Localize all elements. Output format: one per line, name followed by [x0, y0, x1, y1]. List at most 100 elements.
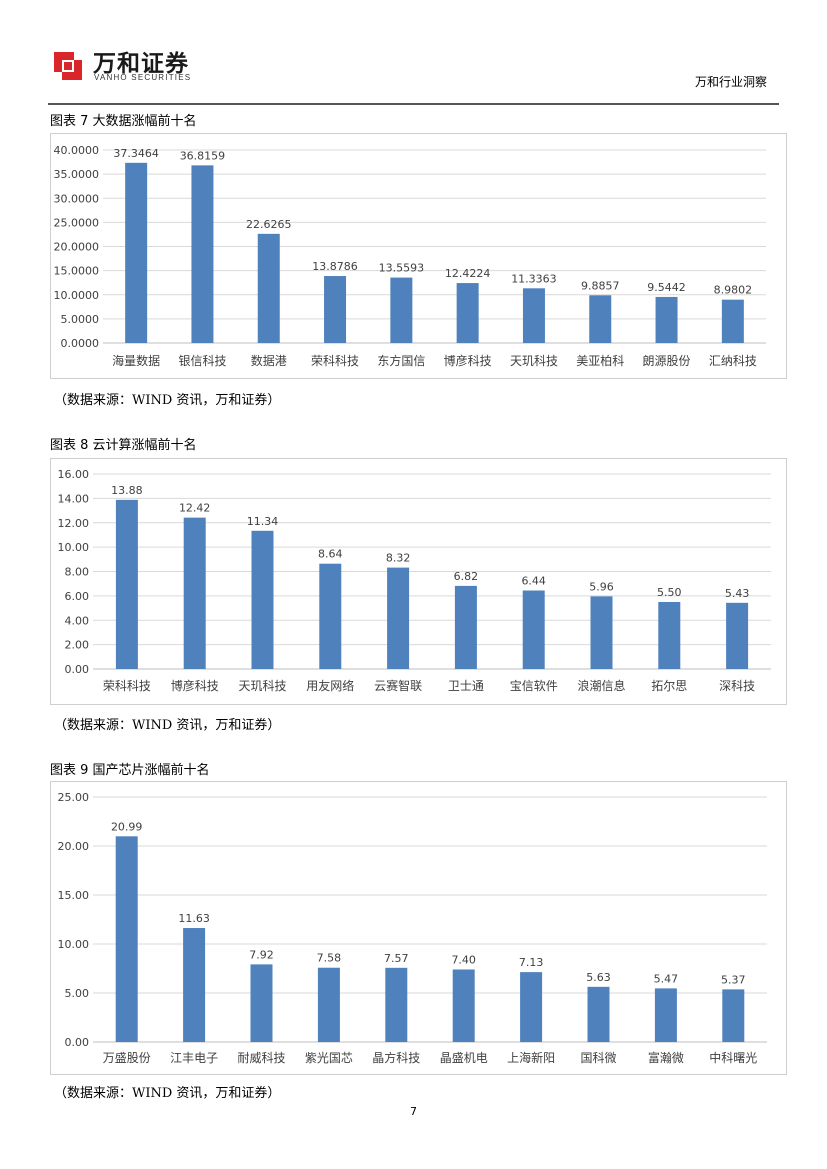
y-tick-label: 16.00 — [58, 468, 90, 481]
x-category-label: 浪潮信息 — [577, 678, 625, 693]
bar — [191, 165, 214, 343]
bar — [722, 989, 745, 1042]
data-label: 20.99 — [111, 820, 143, 833]
bar-chart-cloud-computing: 0.00 2.00 4.00 6.00 8.00 10.00 12.00 14.00 16.00… — [58, 468, 771, 693]
x-category-label: 万盛股份 — [103, 1050, 151, 1065]
x-category-label: 博彦科技 — [171, 678, 219, 693]
data-label: 7.58 — [317, 952, 342, 965]
figure-7-chart: 0.0000 5.0000 10.0000 15.0000 20.0000 25.0000… — [50, 133, 787, 379]
data-label: 11.63 — [178, 912, 210, 925]
x-category-label: 中科曙光 — [709, 1050, 757, 1065]
page-header: 万和证券 VANHO SECURITIES 万和行业洞察 — [0, 0, 827, 105]
figure-8-source: （数据来源：WIND 资讯，万和证券） — [54, 718, 281, 733]
y-tick-label: 5.00 — [65, 987, 90, 1000]
x-category-label: 东方国信 — [377, 353, 425, 368]
x-category-label: 紫光国芯 — [305, 1051, 353, 1065]
figure-9-chart: 0.00 5.00 10.00 15.00 20.00 25.00 20.99 万盛股份 11.… — [50, 781, 787, 1075]
y-tick-label: 25.0000 — [54, 216, 100, 229]
y-tick-label: 20.00 — [58, 840, 90, 853]
report-series-title: 万和行业洞察 — [694, 75, 767, 89]
data-label: 6.44 — [521, 575, 546, 588]
bar — [721, 299, 744, 343]
data-label: 6.82 — [454, 570, 479, 583]
x-category-label: 国科微 — [580, 1051, 616, 1065]
data-label: 5.96 — [589, 580, 614, 593]
bar — [520, 972, 543, 1042]
bar — [590, 596, 613, 669]
x-category-label: 天玑科技 — [510, 354, 558, 368]
figure-8-title: 图表 8 云计算涨幅前十名 — [50, 438, 197, 453]
bar — [452, 969, 475, 1042]
x-category-label: 海量数据 — [112, 353, 160, 368]
bar-chart-domestic-chips: 0.00 5.00 10.00 15.00 20.00 25.00 20.99 万盛股份 11.… — [58, 791, 767, 1065]
bar — [115, 836, 138, 1042]
bar — [454, 585, 477, 669]
data-label: 8.32 — [386, 552, 411, 565]
bar — [522, 590, 545, 669]
y-tick-label: 2.00 — [65, 639, 90, 652]
x-category-label: 晶盛机电 — [440, 1050, 488, 1065]
x-category-label: 数据港 — [251, 353, 287, 368]
y-tick-label: 14.00 — [58, 492, 90, 505]
data-label: 5.43 — [725, 587, 750, 600]
logo-text: 万和证券 — [93, 51, 189, 77]
y-tick-label: 20.0000 — [54, 241, 100, 254]
x-category-label: 荣科科技 — [311, 354, 359, 368]
x-category-label: 博彦科技 — [444, 353, 492, 368]
bar — [456, 283, 479, 343]
bar — [385, 967, 408, 1042]
data-label: 7.57 — [384, 952, 409, 965]
y-tick-label: 25.00 — [58, 791, 90, 804]
bar — [317, 967, 340, 1042]
x-category-label: 朗源股份 — [643, 354, 691, 368]
bar — [658, 601, 681, 669]
bar — [654, 988, 677, 1042]
data-label: 5.37 — [721, 973, 746, 986]
data-label: 5.63 — [586, 971, 611, 984]
data-label: 9.8857 — [581, 279, 620, 292]
figure-8-chart: 0.00 2.00 4.00 6.00 8.00 10.00 12.00 14.00 16.00… — [50, 458, 787, 705]
y-tick-label: 0.00 — [65, 1036, 90, 1049]
x-category-label: 晶方科技 — [372, 1050, 420, 1065]
data-label: 36.8159 — [180, 149, 226, 162]
bar — [390, 277, 413, 343]
data-label: 5.50 — [657, 586, 682, 599]
x-category-label: 耐威科技 — [237, 1051, 285, 1065]
data-label: 13.8786 — [312, 260, 358, 273]
bar — [589, 295, 612, 343]
y-tick-label: 30.0000 — [54, 192, 100, 205]
bar — [250, 964, 273, 1042]
y-tick-label: 15.0000 — [54, 265, 100, 278]
data-label: 11.34 — [247, 515, 279, 528]
x-category-label: 宝信软件 — [510, 679, 558, 693]
data-label: 9.5442 — [647, 281, 686, 294]
data-label: 11.3363 — [511, 272, 557, 285]
bar — [183, 517, 206, 669]
x-category-label: 深科技 — [719, 679, 755, 693]
y-tick-label: 4.00 — [65, 614, 90, 627]
header-divider — [48, 103, 779, 105]
bar — [257, 233, 280, 343]
y-tick-label: 0.00 — [65, 663, 90, 676]
x-category-label: 天玑科技 — [238, 679, 286, 693]
data-label: 13.5593 — [379, 262, 425, 275]
data-label: 12.4224 — [445, 267, 491, 280]
page-number: 7 — [410, 1105, 417, 1118]
bar — [183, 928, 206, 1042]
company-logo-icon — [54, 52, 82, 80]
y-tick-label: 10.0000 — [54, 289, 100, 302]
bar-chart-big-data: 0.0000 5.0000 10.0000 15.0000 20.0000 25.0000… — [54, 144, 766, 368]
data-label: 13.88 — [111, 484, 142, 497]
bar — [251, 530, 274, 669]
x-category-label: 汇纳科技 — [709, 354, 757, 368]
data-label: 12.42 — [179, 502, 211, 515]
figure-7-title: 图表 7 大数据涨幅前十名 — [50, 114, 197, 129]
x-category-label: 荣科科技 — [103, 679, 151, 693]
y-tick-label: 8.00 — [65, 566, 90, 579]
x-category-label: 江丰电子 — [170, 1051, 218, 1065]
bar — [522, 288, 545, 343]
x-category-label: 拓尔思 — [651, 678, 687, 693]
x-category-label: 用友网络 — [306, 678, 354, 693]
y-tick-label: 12.00 — [58, 517, 90, 530]
figure-9-title: 图表 9 国产芯片涨幅前十名 — [50, 763, 210, 778]
